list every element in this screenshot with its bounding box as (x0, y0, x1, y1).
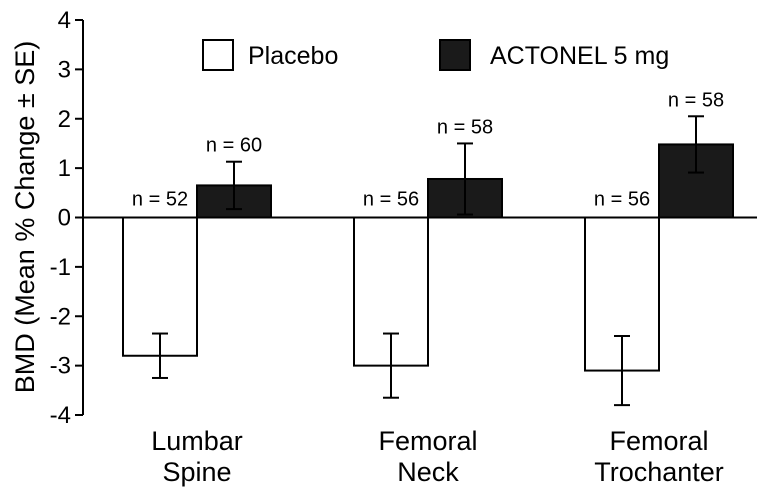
y-tick-label: -1 (50, 254, 71, 281)
n-label: n = 58 (668, 89, 724, 111)
n-label: n = 58 (437, 116, 493, 138)
y-tick-label: -2 (50, 303, 71, 330)
y-tick-label: 3 (58, 56, 71, 83)
y-tick-label: -3 (50, 353, 71, 380)
legend: Placebo ACTONEL 5 mg (202, 39, 669, 71)
category-label-femoral-trochanter: Femoral (609, 426, 708, 456)
legend-swatch-placebo (202, 39, 234, 71)
n-label: n = 60 (206, 135, 262, 157)
n-label: n = 52 (132, 189, 188, 211)
category-label-femoral-trochanter: Trochanter (594, 457, 724, 487)
y-tick-label: 4 (58, 7, 71, 34)
y-tick-label: 1 (58, 155, 71, 182)
n-label: n = 56 (363, 189, 419, 211)
y-tick-label: 2 (58, 106, 71, 133)
legend-label-actonel: ACTONEL 5 mg (490, 42, 669, 70)
bars: n = 52 n = 56 n = 56 n = 60 n = 58 n = 58 (122, 89, 734, 407)
legend-swatch-actonel (439, 39, 471, 71)
legend-label-placebo: Placebo (248, 42, 338, 70)
category-label-femoral-neck: Femoral (378, 426, 477, 456)
y-axis-label: BMD (Mean % Change ± SE) (10, 41, 40, 393)
n-label: n = 56 (594, 189, 650, 211)
category-label-lumbar: Lumbar (151, 426, 243, 456)
y-ticks: 4 3 2 1 0 -1 -2 -3 -4 (50, 7, 83, 429)
y-tick-label: 0 (58, 205, 71, 232)
y-tick-label: -4 (50, 402, 71, 429)
category-label-lumbar: Spine (162, 457, 231, 487)
category-label-femoral-neck: Neck (397, 457, 459, 487)
